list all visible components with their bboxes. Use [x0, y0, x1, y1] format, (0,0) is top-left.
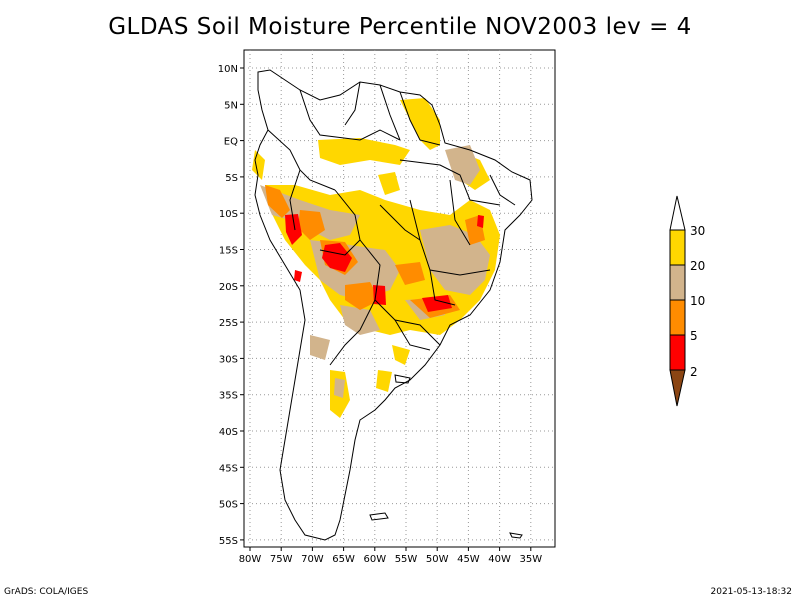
country-border: [329, 299, 376, 366]
tan-patch: [310, 335, 330, 360]
country-border: [344, 81, 361, 126]
legend-label-5: 5: [690, 329, 698, 343]
lon-tick-label: 50W: [426, 554, 449, 565]
state-border: [429, 269, 456, 306]
footer-credit: GrADS: COLA/IGES: [4, 587, 89, 597]
map-title: GLDAS Soil Moisture Percentile NOV2003 l…: [108, 14, 692, 40]
soil-moisture-field: [252, 98, 500, 418]
country-border: [299, 89, 401, 141]
country-border: [359, 239, 441, 346]
island: [369, 512, 389, 521]
state-border: [489, 174, 516, 206]
legend-swatch-20-30: [669, 229, 686, 266]
legend-swatch-5-10: [669, 299, 686, 336]
lat-tick-label: 35S: [219, 391, 238, 402]
plot-frame: [243, 49, 556, 548]
lat-tick-label: 25S: [219, 318, 238, 329]
footer-timestamp: 2021-05-13-18:32: [710, 587, 793, 597]
lon-tick-label: 40W: [488, 554, 511, 565]
yellow-patch: [392, 345, 410, 365]
lon-tick-label: 80W: [239, 554, 262, 565]
red-patch: [294, 270, 302, 282]
legend-swatch-10-20: [669, 264, 686, 301]
country-border: [394, 319, 431, 351]
orange-patch: [345, 282, 380, 310]
lat-tick-label: 30S: [219, 354, 238, 365]
lon-tick-label: 65W: [332, 554, 355, 565]
legend-cap-bottom: [669, 369, 686, 407]
yellow-patch: [318, 138, 410, 165]
country-border: [267, 129, 336, 191]
legend-label-2: 2: [690, 365, 698, 379]
lat-tick-label: 15S: [219, 246, 238, 257]
orange-patch: [395, 262, 425, 285]
red-patch: [422, 295, 452, 312]
red-patch: [477, 215, 484, 228]
red-patch: [322, 243, 352, 272]
yellow-patch: [376, 370, 392, 392]
yellow-patch: [378, 172, 400, 195]
lat-tick-label: 55S: [219, 536, 238, 547]
legend-cap-top: [669, 195, 686, 231]
lat-tick-label: 5S: [225, 173, 238, 184]
lat-tick-label: 50S: [219, 500, 238, 511]
orange-patch: [298, 210, 325, 240]
country-border: [289, 169, 301, 231]
legend-label-10: 10: [690, 294, 705, 308]
lat-tick-label: 20S: [219, 282, 238, 293]
lon-tick-label: 55W: [395, 554, 418, 565]
lat-tick-label: EQ: [224, 137, 238, 148]
legend-label-30: 30: [690, 224, 705, 238]
island: [509, 532, 523, 539]
color-legend: 30 20 10 5 2: [669, 195, 705, 407]
legend-label-20: 20: [690, 259, 705, 273]
country-border: [399, 91, 441, 146]
state-border: [449, 179, 471, 246]
tan-patch: [445, 145, 480, 185]
tan-patch: [340, 305, 380, 335]
coastline: [254, 69, 533, 541]
lat-tick-label: 45S: [219, 463, 238, 474]
state-border: [379, 204, 421, 241]
island: [394, 374, 411, 384]
lat-tick-label: 10N: [218, 64, 238, 75]
orange-patch: [265, 185, 290, 218]
lon-tick-label: 70W: [301, 554, 324, 565]
lon-tick-label: 75W: [270, 554, 293, 565]
yellow-patch: [252, 150, 265, 180]
red-patch: [373, 285, 386, 305]
red-patch: [285, 214, 302, 245]
lon-tick-label: 35W: [519, 554, 542, 565]
lat-tick-label: 10S: [219, 209, 238, 220]
axis-tick-labels: 10N 5N EQ 5S 10S 15S 20S 25S 30S 35S 40S 45S 50S 55S8…: [218, 64, 542, 565]
lon-tick-label: 60W: [363, 554, 386, 565]
yellow-patch: [400, 98, 440, 150]
legend-swatch-2-5: [669, 334, 686, 371]
country-border: [379, 84, 401, 141]
state-border: [399, 159, 501, 206]
lat-tick-label: 5N: [224, 100, 238, 111]
lon-tick-label: 45W: [457, 554, 480, 565]
tan-patch: [334, 378, 345, 398]
lat-tick-label: 40S: [219, 427, 238, 438]
south-america-outline: [254, 69, 533, 541]
